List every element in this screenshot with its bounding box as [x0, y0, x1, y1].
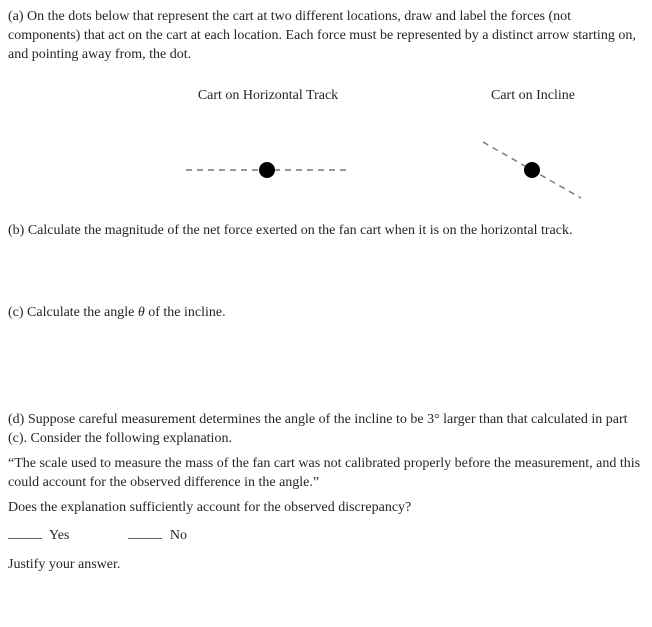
incline-dot — [524, 162, 540, 178]
part-d-question: Does the explanation sufficiently accoun… — [8, 499, 644, 518]
diagrams-region: Cart on Horizontal Track Cart on Incline — [8, 87, 644, 204]
no-blank[interactable] — [128, 526, 162, 539]
diagram-horizontal: Cart on Horizontal Track — [118, 87, 418, 204]
no-label: No — [170, 528, 187, 543]
diagram-horizontal-svg — [138, 134, 398, 204]
diagrams-row: Cart on Horizontal Track Cart on Incline — [8, 87, 644, 204]
part-c-workspace[interactable] — [8, 329, 644, 411]
part-c-after: of the incline. — [145, 305, 226, 320]
worksheet-page: (a) On the dots below that represent the… — [0, 0, 652, 593]
part-c-prompt: (c) Calculate the angle θ of the incline… — [8, 304, 644, 323]
justify-prompt: Justify your answer. — [8, 556, 644, 575]
diagram-incline: Cart on Incline — [428, 87, 638, 204]
part-b-workspace[interactable] — [8, 246, 644, 304]
part-d-quote: “The scale used to measure the mass of t… — [8, 455, 644, 493]
diagram-horizontal-label: Cart on Horizontal Track — [118, 87, 418, 106]
part-c-before: (c) Calculate the angle — [8, 305, 138, 320]
diagram-incline-label: Cart on Incline — [428, 87, 638, 106]
part-a-prompt: (a) On the dots below that represent the… — [8, 8, 644, 65]
yes-no-line: Yes No — [8, 526, 644, 546]
yes-blank[interactable] — [8, 526, 42, 539]
yes-label: Yes — [49, 528, 69, 543]
horizontal-dot — [259, 162, 275, 178]
part-b-prompt: (b) Calculate the magnitude of the net f… — [8, 222, 644, 241]
theta-symbol: θ — [138, 305, 145, 320]
part-d-intro: (d) Suppose careful measurement determin… — [8, 411, 644, 449]
diagram-incline-svg — [443, 134, 623, 204]
diagram-horizontal-canvas[interactable] — [118, 134, 418, 204]
diagram-incline-canvas[interactable] — [428, 134, 638, 204]
